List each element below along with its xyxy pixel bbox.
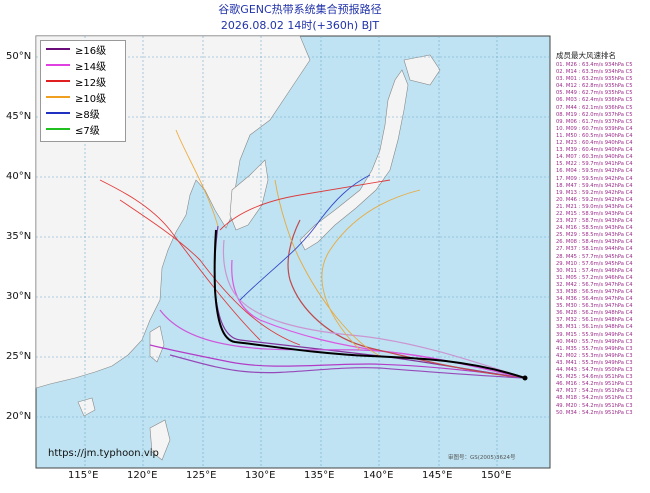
ranking-entry: 32. M42 : 56.7m/s 947hPa C4	[556, 281, 633, 288]
ranking-entry: 26. M08 : 58.4m/s 943hPa C4	[556, 239, 633, 246]
ranking-entry: 28. M45 : 57.7m/s 945hPa C4	[556, 253, 633, 260]
legend-label: ≥14级	[75, 61, 107, 73]
lon-label: 150°E	[481, 470, 512, 481]
ranking-entry: 13. M39 : 60.4m/s 940hPa C4	[556, 147, 633, 154]
ranking-entry: 46. M16 : 54.2m/s 951hPa C3	[556, 381, 633, 388]
ranking-entry: 02. M14 : 63.3m/s 934hPa C5	[556, 69, 633, 76]
ranking-entry: 36. M28 : 56.2m/s 948hPa C4	[556, 310, 633, 317]
ranking-entry: 47. M17 : 54.2m/s 951hPa C3	[556, 388, 633, 395]
mean-track	[213, 229, 526, 379]
legend-item: ≥10级	[46, 89, 125, 105]
lon-label: 115°E	[68, 470, 99, 481]
ranking-entry: 22. M15 : 58.9m/s 943hPa C4	[556, 210, 633, 217]
legend-item: ≥8级	[46, 105, 125, 121]
legend-swatch	[46, 128, 70, 130]
lon-label: 120°E	[127, 470, 158, 481]
ranking-entry: 04. M12 : 62.8m/s 935hPa C5	[556, 83, 633, 90]
legend-label: ≤7级	[75, 125, 100, 137]
ranking-entry: 14. M07 : 60.3m/s 940hPa C4	[556, 154, 633, 161]
title-line-1: 谷歌GENC热带系统集合预报路径	[218, 3, 382, 16]
ranking-entry: 19. M13 : 59.2m/s 942hPa C4	[556, 189, 633, 196]
legend-label: ≥10级	[75, 93, 107, 105]
lat-label: 50°N	[6, 51, 32, 62]
ranking-entry: 01. M26 : 63.4m/s 934hPa C5	[556, 62, 633, 68]
lat-label: 25°N	[6, 351, 32, 362]
ranking-entry: 10. M09 : 60.7m/s 939hPa C4	[556, 125, 633, 132]
lat-label: 40°N	[6, 171, 32, 182]
ranking-entry: 30. M11 : 57.4m/s 946hPa C4	[556, 267, 633, 274]
ranking-entry: 49. M20 : 54.2m/s 951hPa C3	[556, 402, 633, 409]
source-url-link[interactable]: https://jm.typhoon.vip	[48, 448, 159, 459]
ranking-entry: 06. M03 : 62.4m/s 936hPa C5	[556, 97, 633, 104]
lon-label: 135°E	[304, 470, 335, 481]
legend-swatch	[46, 64, 70, 66]
lon-label: 140°E	[363, 470, 394, 481]
legend-item: ≥14级	[46, 57, 125, 73]
ranking-entry: 43. M41 : 55.3m/s 949hPa C3	[556, 359, 633, 366]
ranking-entry: 35. M30 : 56.3m/s 947hPa C4	[556, 303, 633, 310]
ranking-entry: 48. M18 : 54.2m/s 951hPa C3	[556, 395, 633, 402]
legend-item: ≤7级	[46, 121, 125, 137]
legend-label: ≥16级	[75, 45, 107, 57]
ranking-entry: 12. M23 : 60.4m/s 940hPa C4	[556, 140, 633, 147]
ranking-entry: 17. M09 : 59.5m/s 942hPa C4	[556, 175, 633, 182]
ranking-entry: 41. M35 : 55.7m/s 949hPa C3	[556, 345, 633, 352]
lon-label: 130°E	[245, 470, 276, 481]
ranking-entry: 25. M29 : 58.5m/s 943hPa C4	[556, 232, 633, 239]
ranking-entry: 50. M34 : 54.2m/s 951hPa C3	[556, 409, 633, 416]
ranking-entry: 21. M21 : 59.0m/s 943hPa C4	[556, 203, 633, 210]
ranking-entry: 20. M46 : 59.2m/s 942hPa C4	[556, 196, 633, 203]
lat-label: 20°N	[6, 411, 32, 422]
ranking-entry: 34. M36 : 56.4m/s 947hPa C4	[556, 296, 633, 303]
ranking-entry: 03. M01 : 63.2m/s 935hPa C5	[556, 76, 633, 83]
ranking-entry: 44. M43 : 54.7m/s 950hPa C3	[556, 367, 633, 374]
ranking-list: 01. M26 : 63.4m/s 934hPa C5 02. M14 : 63.…	[556, 62, 650, 417]
title-line-2: 2026.08.02 14时(+360h) BJT	[220, 19, 380, 32]
ranking-entry: 27. M37 : 58.1m/s 944hPa C4	[556, 246, 633, 253]
ranking-entry: 09. M06 : 61.7m/s 937hPa C5	[556, 118, 633, 125]
ranking-entry: 07. M44 : 62.1m/s 936hPa C5	[556, 104, 633, 111]
lat-label: 35°N	[6, 231, 32, 242]
graticule	[36, 36, 550, 468]
ranking-entry: 33. M38 : 56.5m/s 947hPa C4	[556, 289, 633, 295]
legend-swatch	[46, 80, 70, 82]
ranking-entry: 08. M19 : 62.0m/s 937hPa C5	[556, 111, 633, 118]
ranking-entry: 16. M04 : 59.5m/s 942hPa C4	[556, 168, 633, 175]
legend-swatch	[46, 96, 70, 98]
legend-item: ≥12级	[46, 73, 125, 89]
ranking-entry: 40. M40 : 55.7m/s 949hPa C3	[556, 338, 633, 345]
ranking-title: 成员最大风速排名	[556, 51, 616, 60]
legend-item: ≥16级	[46, 41, 125, 57]
ranking-entry: 45. M25 : 54.6m/s 951hPa C3	[556, 374, 633, 381]
ranking-entry: 38. M31 : 56.1m/s 948hPa C4	[556, 324, 633, 331]
ranking-entry: 39. M15 : 55.9m/s 949hPa C4	[556, 331, 633, 338]
start-point	[522, 375, 528, 381]
legend-swatch	[46, 48, 70, 50]
legend-swatch	[46, 112, 70, 114]
ranking-entry: 37. M32 : 56.1m/s 948hPa C4	[556, 317, 633, 324]
lat-label: 45°N	[6, 111, 32, 122]
ranking-entry: 42. M02 : 55.3m/s 949hPa C3	[556, 352, 633, 359]
ranking-entry: 11. M50 : 60.5m/s 940hPa C4	[556, 132, 633, 139]
lon-label: 125°E	[186, 470, 217, 481]
intensity-legend: ≥16级 ≥14级 ≥12级 ≥10级 ≥8级 ≤7级	[40, 40, 126, 142]
lat-label: 30°N	[6, 291, 32, 302]
map-credit: 审图号：GS(2005)3624号	[448, 455, 516, 461]
legend-label: ≥12级	[75, 77, 107, 89]
ranking-entry: 29. M10 : 57.6m/s 945hPa C4	[556, 260, 633, 267]
ranking-entry: 24. M16 : 58.5m/s 943hPa C4	[556, 225, 633, 232]
lon-label: 145°E	[422, 470, 453, 481]
legend-label: ≥8级	[75, 109, 100, 121]
ranking-entry: 18. M47 : 59.4m/s 942hPa C4	[556, 182, 633, 189]
ranking-entry: 05. M49 : 62.7m/s 935hPa C5	[556, 90, 633, 97]
ranking-entry: 15. M22 : 59.7m/s 941hPa C4	[556, 161, 633, 168]
ranking-entry: 31. M05 : 57.2m/s 946hPa C4	[556, 274, 633, 281]
ranking-entry: 23. M27 : 58.7m/s 943hPa C4	[556, 218, 633, 225]
